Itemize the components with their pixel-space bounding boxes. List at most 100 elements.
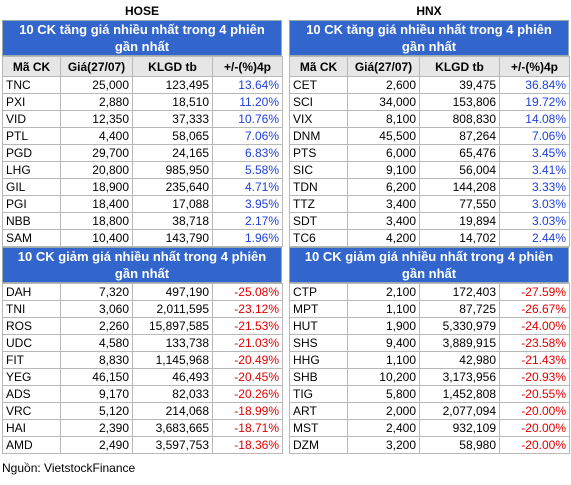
cell: 3,597,753 [132, 436, 213, 454]
cell: HAI [2, 419, 61, 437]
cell: 2,400 [347, 419, 420, 437]
market-label: HOSE [124, 4, 159, 18]
cell: 1,452,808 [419, 385, 500, 403]
cell: 34,000 [347, 93, 420, 111]
row: GIL 18,900 235,640 4.71% [2, 178, 283, 196]
cell: VID [2, 110, 61, 128]
cell: 3,173,956 [419, 368, 500, 386]
cell: MPT [289, 300, 348, 318]
cell: 10,400 [60, 229, 133, 247]
cell: 7.06% [499, 127, 570, 145]
row: DZM 3,200 58,980 -20.00% [289, 436, 570, 454]
cell: -20.00% [499, 402, 570, 420]
cell: 5,330,979 [419, 317, 500, 335]
cell: 13.64% [212, 76, 283, 94]
cell: 2,000 [347, 402, 420, 420]
cell: -20.00% [499, 436, 570, 454]
cell: 2,390 [60, 419, 133, 437]
cell: MST [289, 419, 348, 437]
cell: 58,980 [419, 436, 500, 454]
cell: 29,700 [60, 144, 133, 162]
row: SHB 10,200 3,173,956 -20.93% [289, 368, 570, 386]
cell: 1,145,968 [132, 351, 213, 369]
row: LHG 20,800 985,950 5.58% [2, 161, 283, 179]
row: TNI 3,060 2,011,595 -23.12% [2, 300, 283, 318]
cell: HUT [289, 317, 348, 335]
cell: -20.45% [212, 368, 283, 386]
cell: -20.00% [499, 419, 570, 437]
cell: -20.26% [212, 385, 283, 403]
cell: 65,476 [419, 144, 500, 162]
cell: 6.83% [212, 144, 283, 162]
cell: SDT [289, 212, 348, 230]
cell: DNM [289, 127, 348, 145]
cell: 25,000 [60, 76, 133, 94]
cell: 9,100 [347, 161, 420, 179]
row: AMD 2,490 3,597,753 -18.36% [2, 436, 283, 454]
section-title: 10 CK tăng giá nhiều nhất trong 4 phiên … [289, 20, 569, 56]
cell: 5,800 [347, 385, 420, 403]
cell: TTZ [289, 195, 348, 213]
cell: -20.55% [499, 385, 570, 403]
cell: SCI [289, 93, 348, 111]
cell: -18.99% [212, 402, 283, 420]
row: TTZ 3,400 77,550 3.03% [289, 195, 570, 213]
row: PGI 18,400 17,088 3.95% [2, 195, 283, 213]
cell: 6,000 [347, 144, 420, 162]
header-cell: KLGD tb [132, 56, 213, 77]
cell: -21.03% [212, 334, 283, 352]
cell: 9,170 [60, 385, 133, 403]
cell: 5,120 [60, 402, 133, 420]
cell: 37,333 [132, 110, 213, 128]
cell: 985,950 [132, 161, 213, 179]
cell: 3,683,665 [132, 419, 213, 437]
stock-table: Mã CK Giá(27/07) KLGD tb +/-(%)4p TNC 25,000 1… [2, 56, 283, 247]
cell: DAH [2, 283, 61, 301]
table-body: CTP 2,100 172,403 -27.59% MPT 1,100 87,725 -26.… [289, 283, 570, 454]
row: SCI 34,000 153,806 19.72% [289, 93, 570, 111]
row: VID 12,350 37,333 10.76% [2, 110, 283, 128]
cell: -21.53% [212, 317, 283, 335]
row: TC6 4,200 14,702 2.44% [289, 229, 570, 247]
table-body: Mã CK Giá(27/07) KLGD tb +/-(%)4p TNC 25,000 1… [2, 56, 283, 247]
cell: 87,725 [419, 300, 500, 318]
row: HUT 1,900 5,330,979 -24.00% [289, 317, 570, 335]
cell: 3.95% [212, 195, 283, 213]
cell: 3,060 [60, 300, 133, 318]
cell: 39,475 [419, 76, 500, 94]
cell: VRC [2, 402, 61, 420]
row: DNM 45,500 87,264 7.06% [289, 127, 570, 145]
cell: 10,200 [347, 368, 420, 386]
section-title: 10 CK tăng giá nhiều nhất trong 4 phiên … [2, 20, 282, 56]
cell: 77,550 [419, 195, 500, 213]
cell: -20.49% [212, 351, 283, 369]
cell: ROS [2, 317, 61, 335]
row: VRC 5,120 214,068 -18.99% [2, 402, 283, 420]
cell: 2,880 [60, 93, 133, 111]
cell: 8,100 [347, 110, 420, 128]
cell: 19.72% [499, 93, 570, 111]
cell: TNI [2, 300, 61, 318]
cell: CTP [289, 283, 348, 301]
row: UDC 4,580 133,738 -21.03% [2, 334, 283, 352]
cell: 2,011,595 [132, 300, 213, 318]
stock-table: DAH 7,320 497,190 -25.08% TNI 3,060 2,011,595-… [2, 283, 283, 454]
header-cell: KLGD tb [419, 56, 500, 77]
row: FIT 8,830 1,145,968 -20.49% [2, 351, 283, 369]
cell: TDN [289, 178, 348, 196]
cell: 3.41% [499, 161, 570, 179]
stock-table: CTP 2,100 172,403 -27.59% MPT 1,100 87,725 -26.… [289, 283, 570, 454]
cell: 235,640 [132, 178, 213, 196]
row: DAH 7,320 497,190 -25.08% [2, 283, 283, 301]
row: ROS 2,260 15,897,585 -21.53% [2, 317, 283, 335]
cell: -20.93% [499, 368, 570, 386]
header-cell: +/-(%)4p [499, 56, 570, 77]
cell: 1,900 [347, 317, 420, 335]
cell: 1,100 [347, 300, 420, 318]
cell: -25.08% [212, 283, 283, 301]
cell: 6,200 [347, 178, 420, 196]
cell: FIT [2, 351, 61, 369]
cell: 15,897,585 [132, 317, 213, 335]
cell: SIC [289, 161, 348, 179]
